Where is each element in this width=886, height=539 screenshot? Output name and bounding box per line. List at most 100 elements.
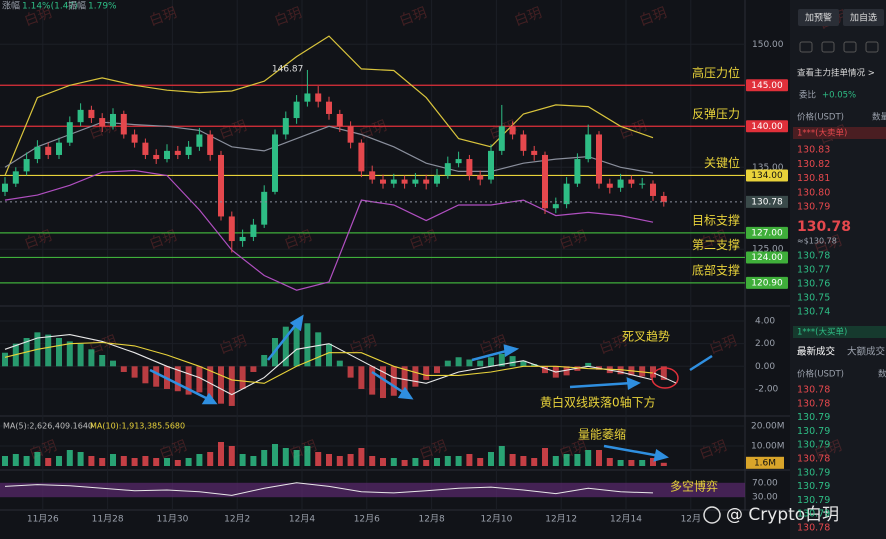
high-label: 146.87	[272, 64, 304, 74]
arrow-head	[503, 344, 520, 358]
volume-bar	[596, 450, 602, 466]
level-name: 第二支撑	[692, 237, 740, 252]
volume-bar	[477, 458, 484, 466]
macd-bar	[380, 366, 386, 399]
candle-body	[196, 134, 203, 147]
macd-bar	[369, 366, 376, 395]
volume-bar	[304, 446, 311, 466]
level-tag	[746, 251, 788, 264]
volume-bar	[380, 458, 386, 466]
volume-bar	[336, 456, 343, 466]
trade-price: 130.79	[797, 412, 830, 423]
x-tick-label: 12月	[681, 514, 701, 525]
big-buy: 1***(大买单)	[797, 327, 847, 338]
level-name: 反弹压力	[692, 107, 740, 121]
candle-body	[164, 150, 170, 160]
arrow	[267, 321, 299, 361]
candle-body	[660, 195, 667, 202]
candle-body	[336, 113, 343, 127]
candle-body	[185, 146, 192, 155]
annotation: 死叉趋势	[622, 330, 670, 344]
ask-price: 130.80	[797, 187, 830, 198]
macd-bar	[401, 366, 408, 392]
candle-body	[250, 224, 257, 237]
macd-tick-label: 2.00	[755, 339, 775, 349]
candle-body	[66, 122, 73, 143]
volume-bar	[660, 462, 667, 466]
macd-bar	[336, 360, 343, 367]
trade-price: 130.78	[797, 385, 830, 396]
trade-col-price: 价格(USDT)	[797, 369, 844, 380]
volume-bar	[99, 458, 106, 466]
candle-body	[617, 179, 624, 188]
macd-bar	[56, 338, 62, 367]
button[interactable]	[843, 9, 884, 26]
arrow-head	[397, 386, 414, 400]
button-label[interactable]: 加自选	[850, 12, 877, 24]
volume-bar	[77, 452, 84, 466]
arrow	[371, 370, 407, 396]
arrow-head	[653, 448, 669, 462]
candle-body	[606, 183, 613, 188]
button-label[interactable]: 加预警	[805, 12, 832, 24]
candle-body	[88, 109, 95, 119]
macd-bar	[218, 366, 224, 404]
icon	[865, 41, 879, 53]
tab[interactable]: 最新成交	[797, 346, 836, 358]
arrow	[471, 348, 511, 362]
arrows	[149, 314, 713, 462]
volume-bar	[520, 456, 527, 466]
ask-price: 130.83	[797, 145, 830, 156]
candle-body	[434, 175, 440, 184]
volume-bar	[174, 460, 181, 466]
macd-bar	[207, 366, 214, 399]
tab[interactable]: 大额成交	[847, 346, 886, 358]
candle-body	[347, 126, 354, 143]
volume-bar	[272, 444, 278, 466]
macd-bar	[639, 366, 646, 377]
button[interactable]	[798, 9, 839, 26]
annotation: 量能萎缩	[578, 427, 626, 442]
volume-bar	[574, 454, 581, 466]
macd-bar	[261, 354, 268, 367]
volume-bar	[412, 458, 419, 466]
bid-price: 130.75	[797, 293, 830, 304]
level-tag	[746, 169, 788, 182]
x-tick-label: 11月26	[27, 514, 59, 525]
candle-body	[520, 134, 527, 151]
level-tag-label: 120.90	[751, 278, 783, 288]
macd-bar	[142, 366, 149, 384]
arrow	[689, 354, 713, 372]
macd-tick-label: 4.00	[755, 317, 775, 327]
volume-bar	[88, 456, 95, 466]
candle-body	[45, 146, 52, 155]
volume-bar	[23, 456, 30, 466]
macd-bar	[434, 366, 440, 374]
volume-bar	[250, 456, 257, 466]
macd-bar	[185, 366, 192, 395]
volume-bar	[185, 458, 192, 466]
volume-bar	[153, 458, 160, 466]
cross-marker	[653, 372, 677, 384]
volume-bar	[228, 446, 235, 466]
candle-body	[34, 146, 41, 160]
macd-bar	[412, 366, 419, 387]
depth-link[interactable]: 查看主力挂单情况 >	[797, 68, 875, 79]
candle-body	[131, 134, 138, 143]
candle-body	[293, 101, 300, 119]
volume-bar	[218, 442, 224, 466]
volume-bar	[369, 456, 376, 466]
macd-bar	[228, 366, 235, 406]
ask-price: 130.79	[797, 202, 830, 213]
bid-price: 130.76	[797, 279, 830, 290]
candle-body	[207, 134, 214, 155]
macd-bar	[509, 356, 516, 367]
x-tick-label: 11月28	[92, 514, 124, 525]
candle-body	[585, 134, 592, 160]
volume-tick-label: 20.00M	[751, 422, 785, 432]
trade-price: 130.79	[797, 440, 830, 451]
x-tick-label: 12月10	[480, 514, 512, 525]
annotation: 黄白双线跌落0轴下方	[540, 395, 656, 410]
